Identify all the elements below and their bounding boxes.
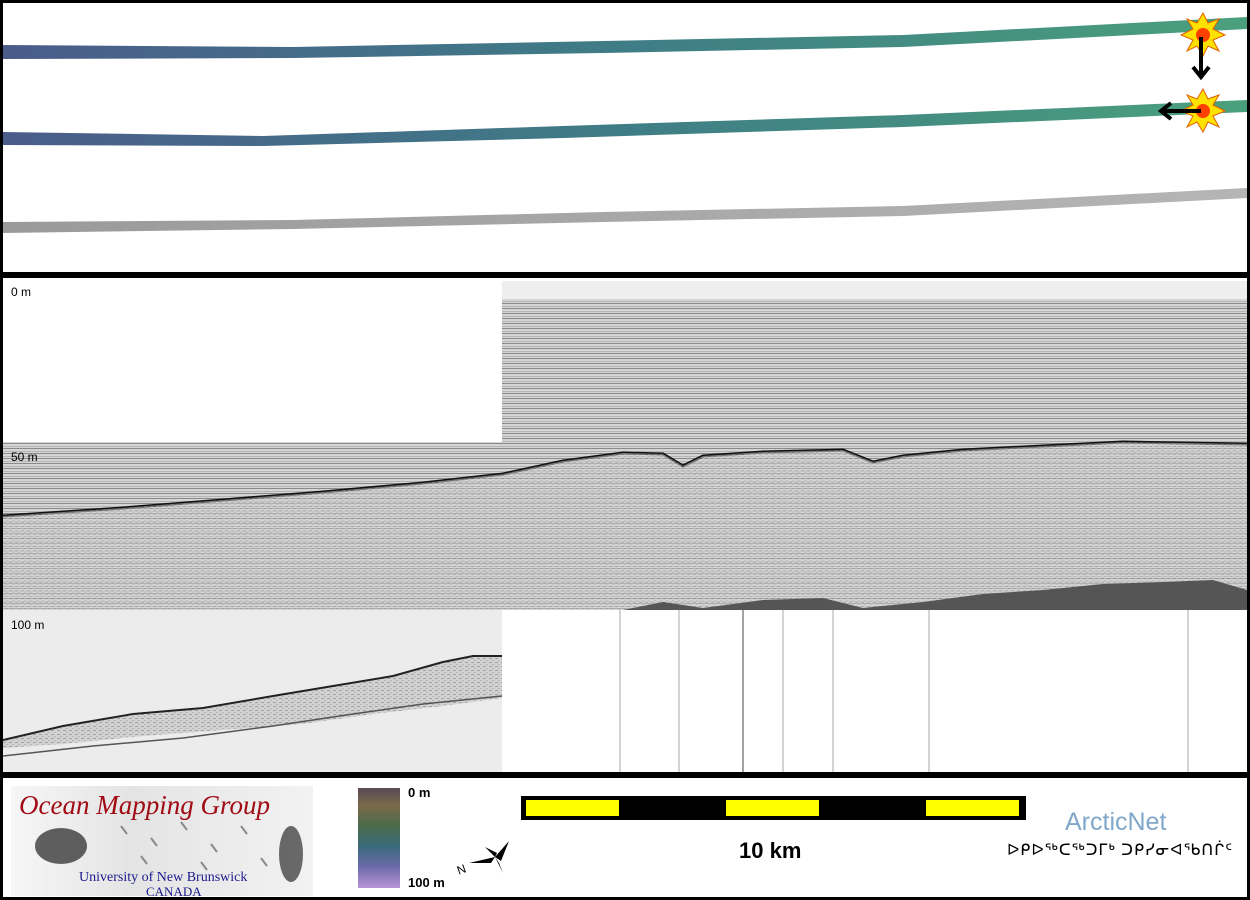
end-marker-icon [1179,87,1227,134]
logo-title: Ocean Mapping Group [19,790,270,820]
logo-country: CANADA [146,884,202,896]
color-scale-top-label: 0 m [408,785,431,800]
arcticnet-syllabics: ᐅᑭᐅᖅᑕᖅᑐᒥᒃ ᑐᑭᓯᓂᐊᖃᑎᒌᑦ [1007,842,1234,859]
logo-university: University of New Brunswick [79,870,248,885]
map-panel [0,0,1250,275]
bathymetry-swath-upper [3,17,1247,59]
svg-text:N: N [455,862,468,878]
scale-bar [521,796,1026,820]
scale-bar-label: 10 km [739,838,802,863]
legend-footer: Ocean Mapping Group University of New Br… [0,775,1250,900]
color-scale-bottom-label: 100 m [408,875,445,890]
water-column-upper [502,281,1247,442]
logo-sonar-graphic [35,821,303,882]
trace-lines [619,610,1189,772]
north-arrow-icon: N [455,841,509,878]
profile-image [3,281,1247,772]
depth-label-0m: 0 m [11,285,32,299]
depth-label-100m: 100 m [11,618,45,632]
swath-map [3,11,1247,233]
bathymetry-swath-middle [3,100,1247,146]
arcticnet-logo: ArcticNet [1065,808,1167,836]
backscatter-swath [3,188,1247,233]
arrow-left-icon [1157,101,1201,121]
depth-color-scale [358,788,400,888]
deep-reflector [623,580,1247,610]
seismic-profile-panel: 0 m 50 m 100 m [0,275,1250,775]
ocean-mapping-group-logo: Ocean Mapping Group University of New Br… [11,786,313,896]
depth-label-50m: 50 m [11,450,38,464]
arrow-down-icon [1191,37,1211,81]
